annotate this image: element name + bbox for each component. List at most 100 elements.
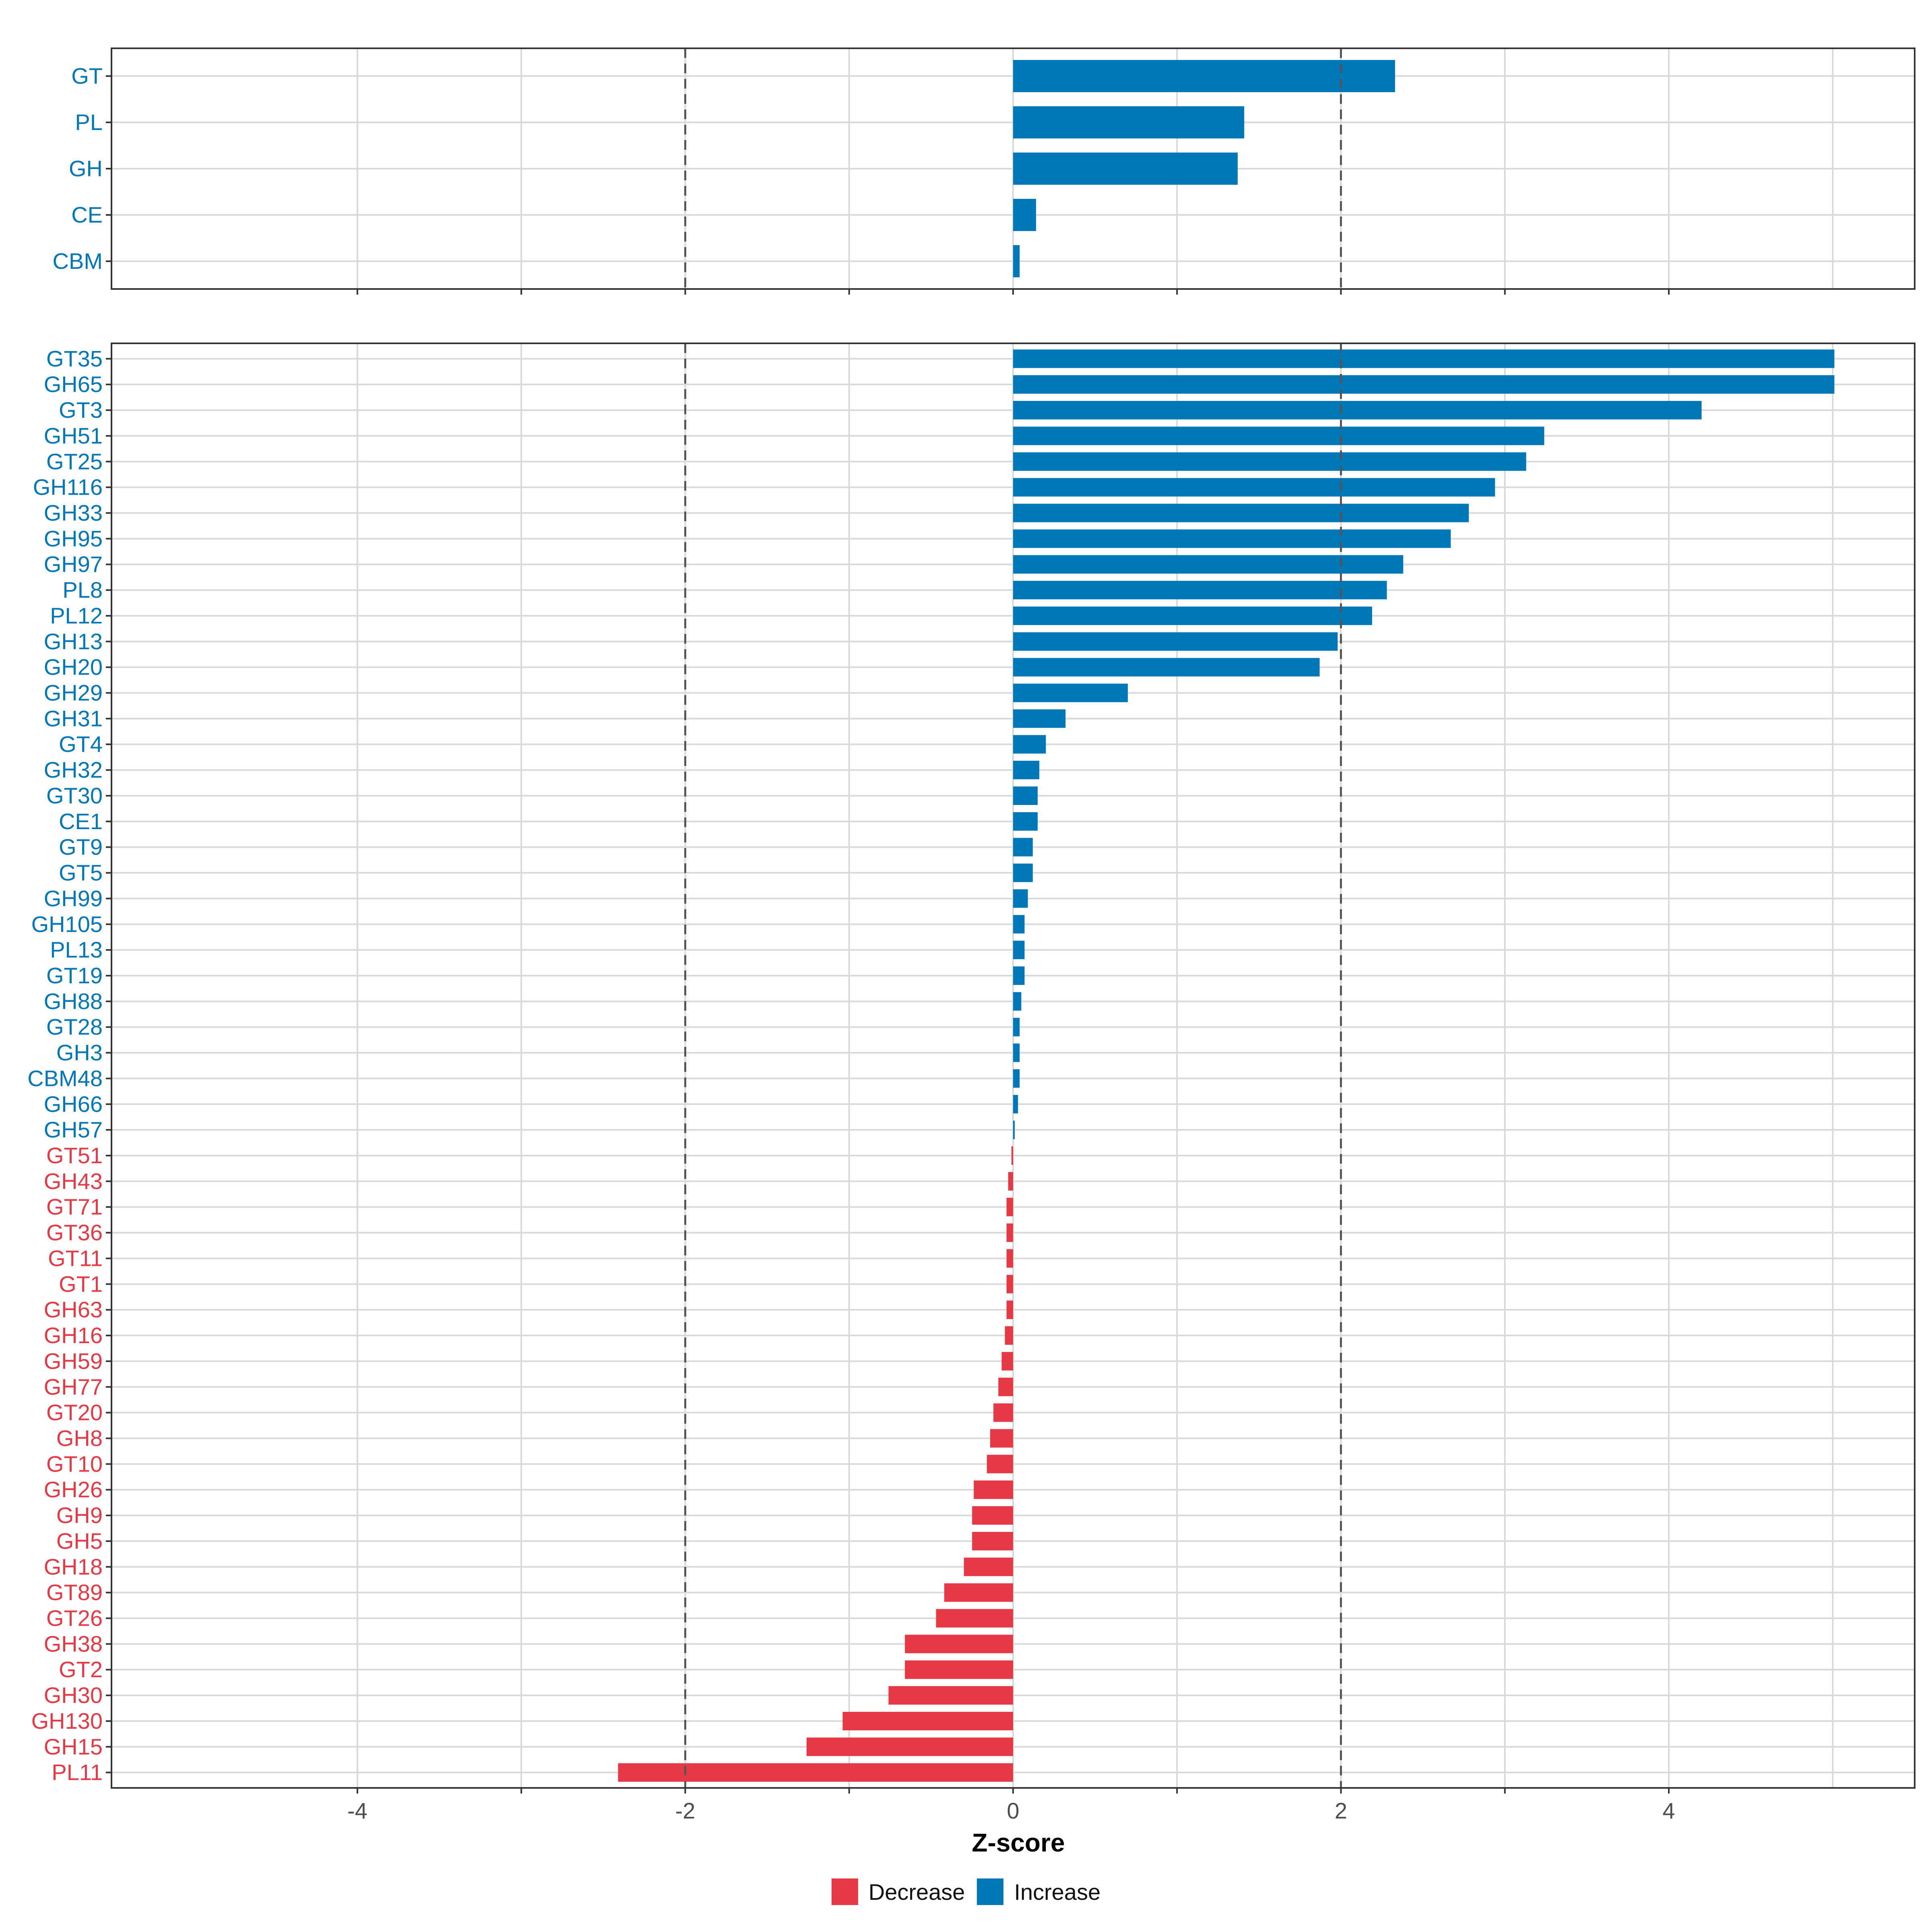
category-label: GT25 — [46, 449, 103, 474]
bar-gt89 — [944, 1583, 1013, 1602]
category-label: GT10 — [46, 1451, 103, 1476]
category-label: GH9 — [56, 1503, 103, 1528]
bar-gh116 — [1013, 478, 1495, 497]
category-label: GH95 — [44, 526, 103, 551]
bar-gh30 — [888, 1686, 1013, 1705]
category-label: GH65 — [44, 372, 103, 397]
x-tick-label: -4 — [347, 1798, 367, 1823]
category-label: GT35 — [46, 346, 103, 371]
bar-gh16 — [1005, 1326, 1013, 1345]
category-label: GT19 — [46, 963, 103, 988]
bar-gt25 — [1013, 452, 1526, 471]
bar-cbm48 — [1013, 1069, 1020, 1088]
bar-gh — [1013, 153, 1238, 185]
category-label: PL — [75, 109, 103, 135]
bar-gh31 — [1013, 709, 1066, 728]
category-label: GT28 — [46, 1014, 103, 1040]
bar-gt30 — [1013, 786, 1038, 805]
category-label: GH26 — [44, 1477, 103, 1502]
category-label: CBM — [53, 248, 103, 274]
bar-cbm — [1013, 245, 1020, 277]
category-label: GT9 — [59, 834, 103, 860]
category-label: GT11 — [48, 1245, 103, 1271]
bar-gt5 — [1013, 863, 1033, 882]
category-label: GH31 — [44, 706, 103, 731]
plot-frame — [111, 47, 1915, 290]
x-tick-label: -2 — [675, 1798, 696, 1823]
bar-gt4 — [1013, 735, 1046, 754]
bar-gt — [1013, 60, 1395, 92]
bar-gt35 — [1013, 349, 1835, 368]
category-label: GT4 — [59, 731, 103, 757]
category-label: GH18 — [44, 1554, 103, 1579]
category-label: GH130 — [31, 1708, 103, 1734]
bar-gt20 — [993, 1403, 1013, 1422]
bar-gh5 — [972, 1532, 1013, 1550]
category-label: GH8 — [56, 1425, 103, 1451]
category-label: GT5 — [59, 860, 103, 886]
category-label: GH105 — [31, 911, 103, 937]
category-label: PL11 — [52, 1760, 103, 1785]
category-label: GT30 — [46, 783, 103, 808]
category-label: GT71 — [46, 1194, 103, 1220]
category-label: GH20 — [44, 654, 103, 680]
bar-gh66 — [1013, 1095, 1018, 1114]
category-panel: GT PL GH CE CBM — [53, 47, 1915, 295]
category-label: PL12 — [50, 603, 103, 628]
category-label: GH3 — [56, 1040, 103, 1065]
category-label: GH — [69, 156, 103, 181]
bar-gh63 — [1006, 1300, 1013, 1319]
bar-gh77 — [998, 1377, 1013, 1396]
category-label: GH43 — [44, 1168, 103, 1194]
bar-gh33 — [1013, 504, 1469, 522]
category-label: GH99 — [44, 886, 103, 911]
bar-gh99 — [1013, 889, 1028, 908]
bar-gh9 — [972, 1506, 1013, 1525]
bar-gt2 — [905, 1660, 1013, 1679]
bar-gh15 — [806, 1737, 1013, 1756]
bar-pl8 — [1013, 581, 1387, 600]
bar-gt26 — [936, 1609, 1013, 1628]
category-label: GT3 — [59, 397, 103, 423]
legend-swatch-decrease — [831, 1878, 858, 1905]
category-label: GH77 — [44, 1374, 103, 1399]
category-label: GH29 — [44, 680, 103, 706]
category-label: GH15 — [44, 1734, 103, 1759]
category-label: GT2 — [59, 1657, 103, 1682]
bar-gh38 — [905, 1635, 1013, 1653]
category-label: GT36 — [46, 1220, 103, 1245]
bar-gh97 — [1013, 555, 1404, 574]
bar-pl13 — [1013, 941, 1025, 960]
bar-gh130 — [842, 1711, 1013, 1730]
bar-pl12 — [1013, 606, 1372, 625]
category-label: GH5 — [56, 1528, 103, 1554]
bar-gh29 — [1013, 683, 1128, 702]
category-label: GT26 — [46, 1606, 103, 1631]
bar-gt51 — [1011, 1146, 1013, 1165]
category-label: GT20 — [46, 1400, 103, 1425]
bar-gt11 — [1006, 1249, 1013, 1268]
bar-gt9 — [1013, 838, 1033, 857]
x-tick-label: 0 — [1007, 1798, 1019, 1823]
legend-swatch-increase — [977, 1878, 1004, 1905]
bar-gh18 — [964, 1557, 1013, 1576]
bar-gt19 — [1013, 966, 1025, 985]
category-label: GH63 — [44, 1297, 103, 1322]
category-label: GH38 — [44, 1631, 103, 1656]
bar-gh57 — [1013, 1121, 1015, 1139]
category-label: GH116 — [33, 475, 103, 500]
bar-gh43 — [1008, 1172, 1013, 1191]
legend-label-decrease: Decrease — [868, 1879, 965, 1905]
bar-gh20 — [1013, 658, 1320, 677]
category-label: GT — [71, 63, 103, 89]
category-label: GH57 — [44, 1117, 103, 1142]
bar-gh95 — [1013, 529, 1451, 548]
bar-gt1 — [1006, 1275, 1013, 1294]
plot-frame — [111, 343, 1915, 1789]
category-label: PL8 — [62, 577, 103, 603]
category-label: GT89 — [46, 1580, 103, 1605]
category-label: GH32 — [44, 757, 103, 782]
bar-gh105 — [1013, 915, 1025, 934]
bar-gh51 — [1013, 426, 1544, 445]
